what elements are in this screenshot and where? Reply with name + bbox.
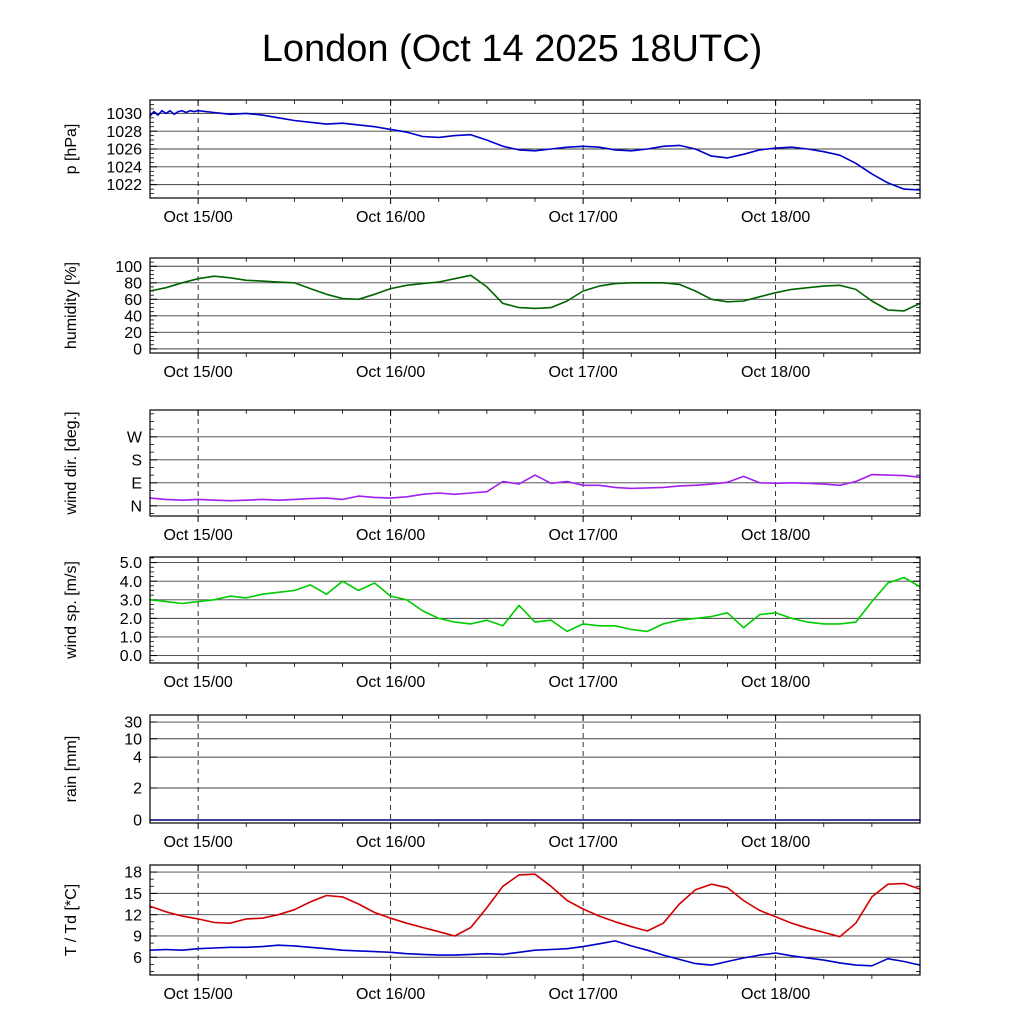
y-tick-label: S [131, 452, 142, 469]
y-tick-label: 1.0 [120, 630, 142, 647]
x-tick-label: Oct 15/00 [163, 209, 232, 226]
y-tick-label: 0 [133, 813, 142, 830]
y-tick-label: 1024 [106, 159, 142, 176]
x-tick-label: Oct 15/00 [163, 674, 232, 691]
y-tick-label: 4 [133, 750, 142, 767]
y-tick-label: 15 [124, 886, 142, 903]
y-tick-label: 80 [124, 275, 142, 292]
y-tick-label: 1026 [106, 142, 142, 159]
panel-border [149, 556, 921, 664]
y-tick-label: 100 [115, 259, 142, 276]
y-tick-label: 30 [124, 715, 142, 732]
x-tick-label: Oct 18/00 [741, 834, 810, 851]
x-tick-label: Oct 16/00 [356, 209, 425, 226]
x-tick-label: Oct 18/00 [741, 364, 810, 381]
series-wind-speed [149, 576, 921, 633]
y-tick-label: W [127, 429, 143, 446]
y-tick-label: 2 [133, 781, 142, 798]
x-tick-label: Oct 17/00 [548, 834, 617, 851]
x-tick-label: Oct 15/00 [163, 364, 232, 381]
x-tick-label: Oct 18/00 [741, 986, 810, 1003]
x-tick-label: Oct 17/00 [548, 674, 617, 691]
series-pressure [149, 109, 921, 191]
panel-border [149, 99, 921, 199]
series-dewpoint [149, 940, 921, 967]
x-tick-label: Oct 17/00 [548, 364, 617, 381]
y-tick-label: 4.0 [120, 574, 142, 591]
y-axis-label: humidity [%] [63, 262, 80, 349]
x-tick-label: Oct 16/00 [356, 986, 425, 1003]
y-tick-label: 18 [124, 865, 142, 882]
y-tick-label: 6 [133, 950, 142, 967]
y-tick-label: 20 [124, 325, 142, 342]
y-tick-label: 1022 [106, 177, 142, 194]
y-tick-label: 1028 [106, 124, 142, 141]
y-tick-label: E [131, 475, 142, 492]
y-axis-label: wind sp. [m/s] [63, 561, 80, 660]
series-temperature [149, 873, 921, 938]
y-tick-label: 5.0 [120, 555, 142, 572]
x-tick-label: Oct 17/00 [548, 986, 617, 1003]
y-tick-label: 40 [124, 308, 142, 325]
series-wind-direction [149, 473, 921, 502]
y-tick-label: 9 [133, 929, 142, 946]
x-tick-label: Oct 16/00 [356, 527, 425, 544]
y-tick-label: N [130, 498, 142, 515]
y-tick-label: 1030 [106, 106, 142, 123]
series-humidity [149, 274, 921, 312]
y-tick-label: 0.0 [120, 648, 142, 665]
x-tick-label: Oct 18/00 [741, 527, 810, 544]
panel-border [149, 409, 921, 517]
x-tick-label: Oct 15/00 [163, 527, 232, 544]
panel-temperature: 6 9 12 15 18 Oct 15/00 Oct 16/00 Oct 17/00 Oct 1… [63, 864, 921, 1003]
panel-border [149, 864, 921, 976]
chart-title: London (Oct 14 2025 18UTC) [261, 28, 763, 70]
y-tick-label: 10 [124, 731, 142, 748]
x-tick-label: Oct 17/00 [548, 527, 617, 544]
x-tick-label: Oct 16/00 [356, 834, 425, 851]
x-tick-label: Oct 17/00 [548, 209, 617, 226]
y-tick-label: 60 [124, 292, 142, 309]
panel-border [149, 257, 921, 354]
y-tick-label: 3.0 [120, 592, 142, 609]
y-tick-label: 2.0 [120, 611, 142, 628]
x-tick-label: Oct 15/00 [163, 834, 232, 851]
y-axis-label: T / Td [*C] [63, 884, 80, 956]
panel-border [149, 714, 921, 824]
x-tick-label: Oct 16/00 [356, 364, 425, 381]
panel-rain: 0 2 4 1030 Oct 15/00 Oct 16/00 Oct 17/00 Oct 18… [63, 714, 921, 851]
panel-wind-speed: 0.01.0 2.0 3.04.0 5.0 Oct 15/00 Oct 16/00 Oct … [63, 555, 921, 691]
x-tick-label: Oct 15/00 [163, 986, 232, 1003]
y-axis-label: rain [mm] [63, 736, 80, 803]
y-axis-label: wind dir. [deg.] [63, 411, 80, 515]
y-axis-label: p [hPa] [63, 124, 80, 175]
x-tick-label: Oct 18/00 [741, 674, 810, 691]
y-tick-label: 12 [124, 907, 142, 924]
x-tick-label: Oct 16/00 [356, 674, 425, 691]
x-tick-label: Oct 18/00 [741, 209, 810, 226]
y-tick-label: 0 [133, 341, 142, 358]
